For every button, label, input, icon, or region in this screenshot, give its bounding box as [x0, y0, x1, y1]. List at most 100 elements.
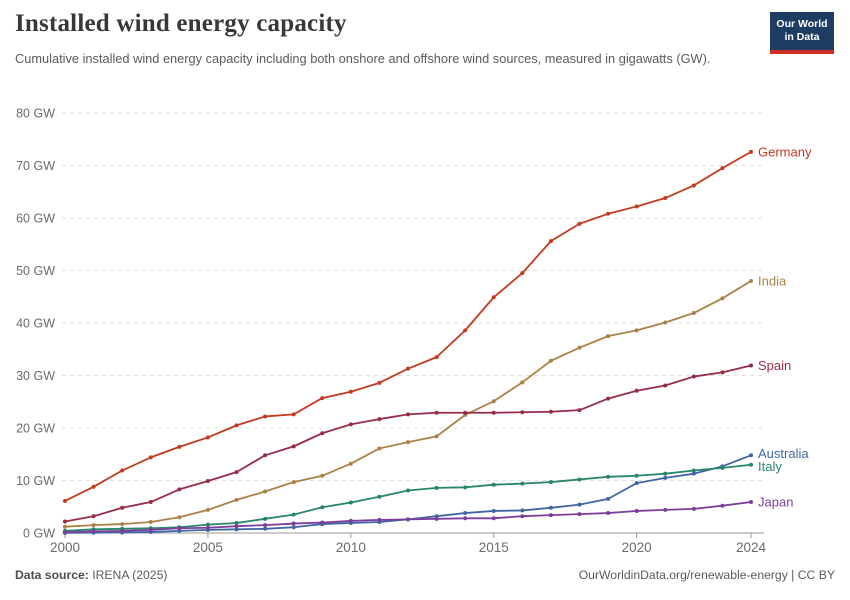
series-point-japan — [720, 503, 725, 508]
series-point-india — [691, 311, 696, 316]
series-point-germany — [320, 396, 325, 401]
y-tick-label: 10 GW — [16, 474, 55, 488]
series-point-india — [148, 519, 153, 524]
series-label-india[interactable]: India — [758, 274, 787, 289]
series-point-italy — [205, 522, 210, 527]
series-label-australia[interactable]: Australia — [758, 446, 809, 461]
series-point-germany — [291, 412, 296, 417]
series-point-india — [749, 279, 753, 283]
series-point-italy — [291, 512, 296, 517]
series-point-germany — [548, 239, 553, 244]
series-point-spain — [234, 470, 239, 475]
series-label-spain[interactable]: Spain — [758, 358, 791, 373]
y-tick-label: 20 GW — [16, 422, 55, 436]
series-point-japan — [120, 528, 125, 533]
series-point-italy — [320, 505, 325, 510]
series-point-india — [205, 507, 210, 512]
series-point-germany — [720, 166, 725, 171]
series-point-germany — [634, 204, 639, 209]
series-point-spain — [691, 374, 696, 379]
y-tick-label: 70 GW — [16, 159, 55, 173]
series-point-japan — [177, 526, 182, 531]
series-point-australia — [548, 505, 553, 510]
series-point-germany — [491, 295, 496, 300]
series-point-spain — [91, 514, 96, 519]
series-point-japan — [406, 517, 410, 522]
series-point-spain — [63, 519, 67, 524]
series-point-india — [320, 473, 325, 478]
series-point-india — [63, 524, 67, 529]
series-point-germany — [177, 444, 182, 449]
series-point-italy — [463, 485, 468, 490]
series-point-germany — [348, 389, 353, 394]
series-point-india — [177, 515, 182, 520]
series-point-india — [91, 523, 96, 528]
series-point-japan — [691, 506, 696, 511]
series-point-germany — [749, 149, 753, 154]
series-point-spain — [663, 383, 668, 388]
series-point-japan — [91, 529, 96, 534]
series-point-germany — [120, 468, 125, 473]
series-point-spain — [634, 388, 639, 393]
series-point-japan — [63, 530, 67, 535]
x-tick-label: 2005 — [193, 540, 223, 555]
series-point-germany — [406, 366, 410, 371]
series-point-italy — [548, 480, 553, 485]
line-chart: 0 GW 10 GW 20 GW 30 GW 40 GW 50 GW 60 GW 70 GW 8… — [16, 107, 812, 556]
series-point-germany — [606, 211, 611, 216]
series-point-italy — [434, 485, 439, 490]
series-point-india — [663, 320, 668, 325]
series-point-germany — [234, 423, 239, 428]
series-point-spain — [205, 479, 210, 484]
series-point-india — [434, 434, 439, 439]
series-point-australia — [463, 511, 468, 516]
series-point-germany — [577, 221, 582, 226]
series-point-japan — [491, 516, 496, 521]
data-source-value: IRENA (2025) — [88, 568, 168, 582]
series-point-japan — [148, 527, 153, 532]
x-tick-label: 2010 — [336, 540, 366, 555]
owid-logo[interactable]: Our World in Data — [770, 12, 834, 54]
series-point-australia — [663, 475, 668, 480]
series-point-italy — [663, 471, 668, 476]
series-point-italy — [234, 521, 239, 526]
series-point-spain — [520, 410, 525, 415]
data-source-note: Data source: IRENA (2025) — [15, 568, 167, 582]
series-point-spain — [177, 487, 182, 492]
series-point-japan — [520, 514, 525, 519]
series-point-germany — [148, 455, 153, 460]
series-point-india — [548, 358, 553, 363]
series-point-spain — [263, 453, 268, 458]
x-tick-label: 2020 — [622, 540, 652, 555]
series-point-germany — [91, 484, 96, 489]
license-note[interactable]: OurWorldinData.org/renewable-energy | CC… — [578, 568, 835, 582]
series-point-japan — [463, 516, 468, 521]
series-point-japan — [377, 517, 382, 522]
chart-subtitle: Cumulative installed wind energy capacit… — [15, 51, 711, 66]
x-tick-label: 2000 — [50, 540, 80, 555]
series-point-italy — [263, 516, 268, 521]
series-label-italy[interactable]: Italy — [758, 459, 782, 474]
series-point-japan — [577, 512, 582, 517]
page-title: Installed wind energy capacity — [15, 10, 347, 37]
series-point-italy — [491, 482, 496, 487]
series-point-italy — [520, 481, 525, 486]
series-point-india — [348, 461, 353, 466]
series-label-germany[interactable]: Germany — [758, 144, 812, 159]
series-label-japan[interactable]: Japan — [758, 495, 793, 510]
series-point-india — [234, 497, 239, 502]
series-point-australia — [577, 502, 582, 507]
data-source-label: Data source: — [15, 568, 89, 582]
y-tick-label: 40 GW — [16, 317, 55, 331]
series-point-spain — [406, 412, 410, 417]
series-point-spain — [606, 396, 611, 401]
series-point-italy — [606, 474, 611, 479]
series-point-spain — [434, 410, 439, 415]
series-point-germany — [463, 328, 468, 333]
series-point-india — [491, 399, 496, 404]
series-point-spain — [548, 409, 553, 414]
series-point-australia — [263, 526, 268, 531]
series-point-india — [120, 522, 125, 527]
series-point-australia — [606, 496, 611, 501]
series-point-india — [606, 334, 611, 339]
